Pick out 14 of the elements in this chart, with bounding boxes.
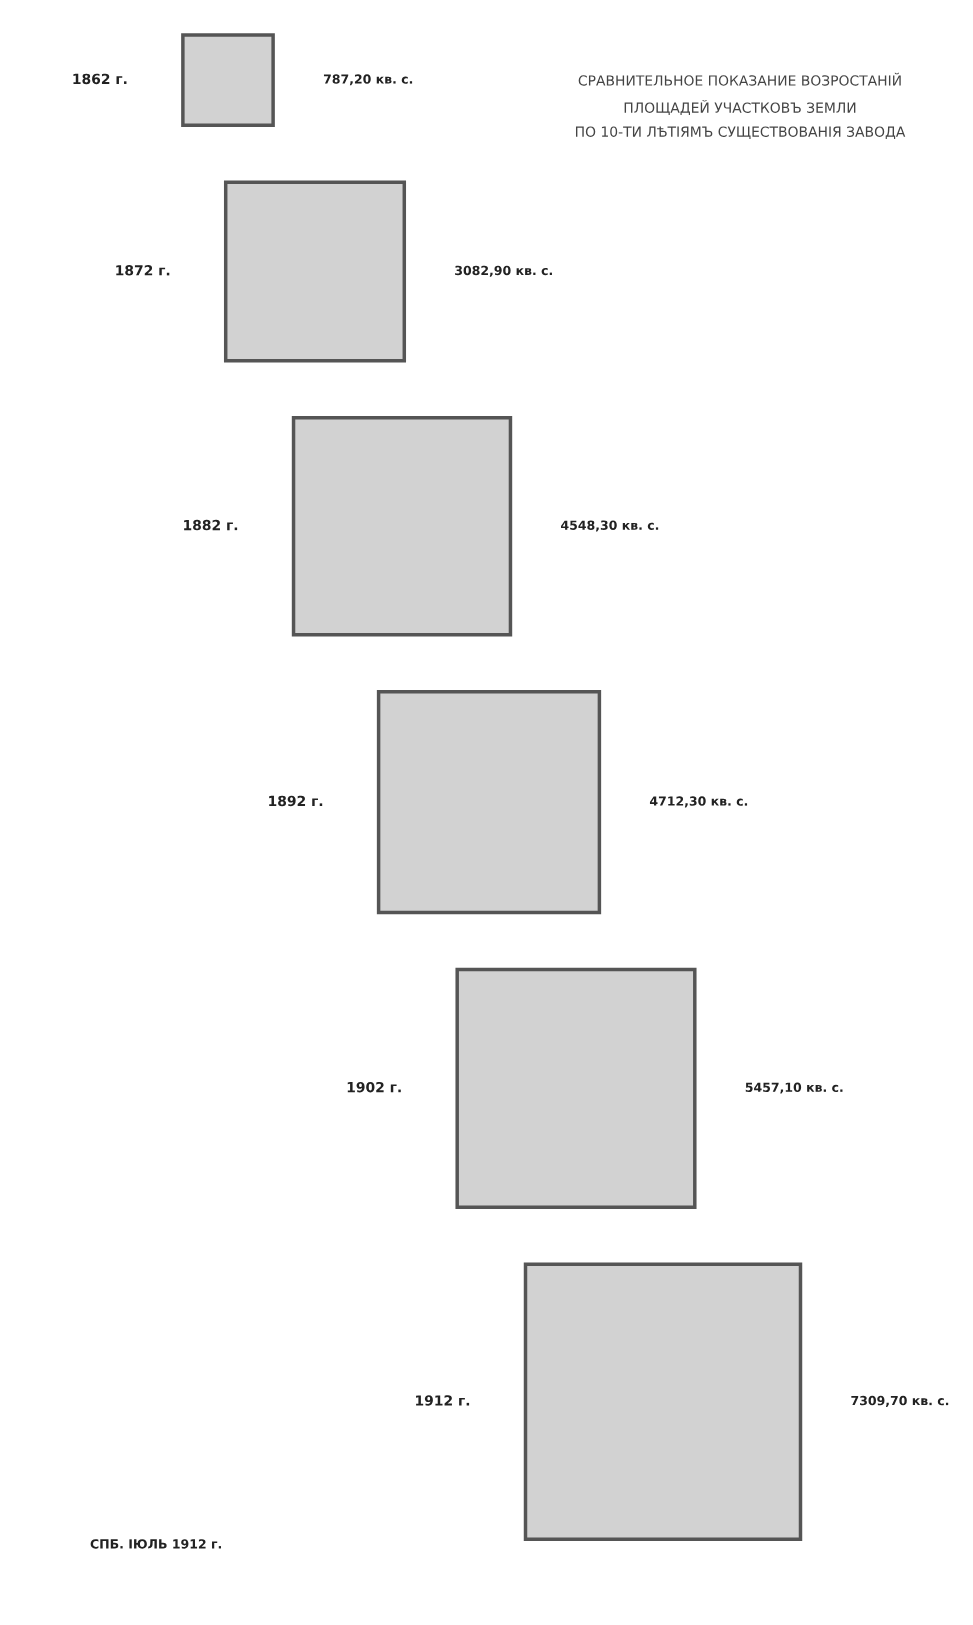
text: СПБ. ІЮЛЬ 1912 г.	[90, 1539, 221, 1549]
category-label: 1902 г.	[347, 1081, 401, 1093]
category-label: 1882 г.	[184, 519, 238, 531]
data-label: 787,20 кв. с.	[323, 74, 413, 86]
category-label: 1892 г.	[269, 795, 323, 807]
text: СРАВНИТЕЛЬНОЕ ПОКАЗАНИЕ ВОЗРОСТАНІЙ ПЛОЩАДЕЙ УЧАСТКОВЪ ЗЕМЛИ ПО 10-ТИ ЛѢТІЯМЪ СУЩЕСТВОВАНІЯ ЗАВОДА	[576, 72, 906, 139]
data-label: 4712,30 кв. с.	[649, 796, 748, 808]
category-label: 1872 г.	[116, 265, 170, 276]
data-label: 3082,90 кв. с.	[455, 265, 552, 277]
data-label: 5457,10 кв. с.	[745, 1082, 843, 1094]
data-label: 4548,30 кв. с.	[561, 520, 659, 532]
category-label: 1862 г.	[73, 73, 127, 85]
data-label: 7309,70 кв. с.	[851, 1395, 949, 1407]
category-label: 1912 г.	[416, 1395, 470, 1406]
